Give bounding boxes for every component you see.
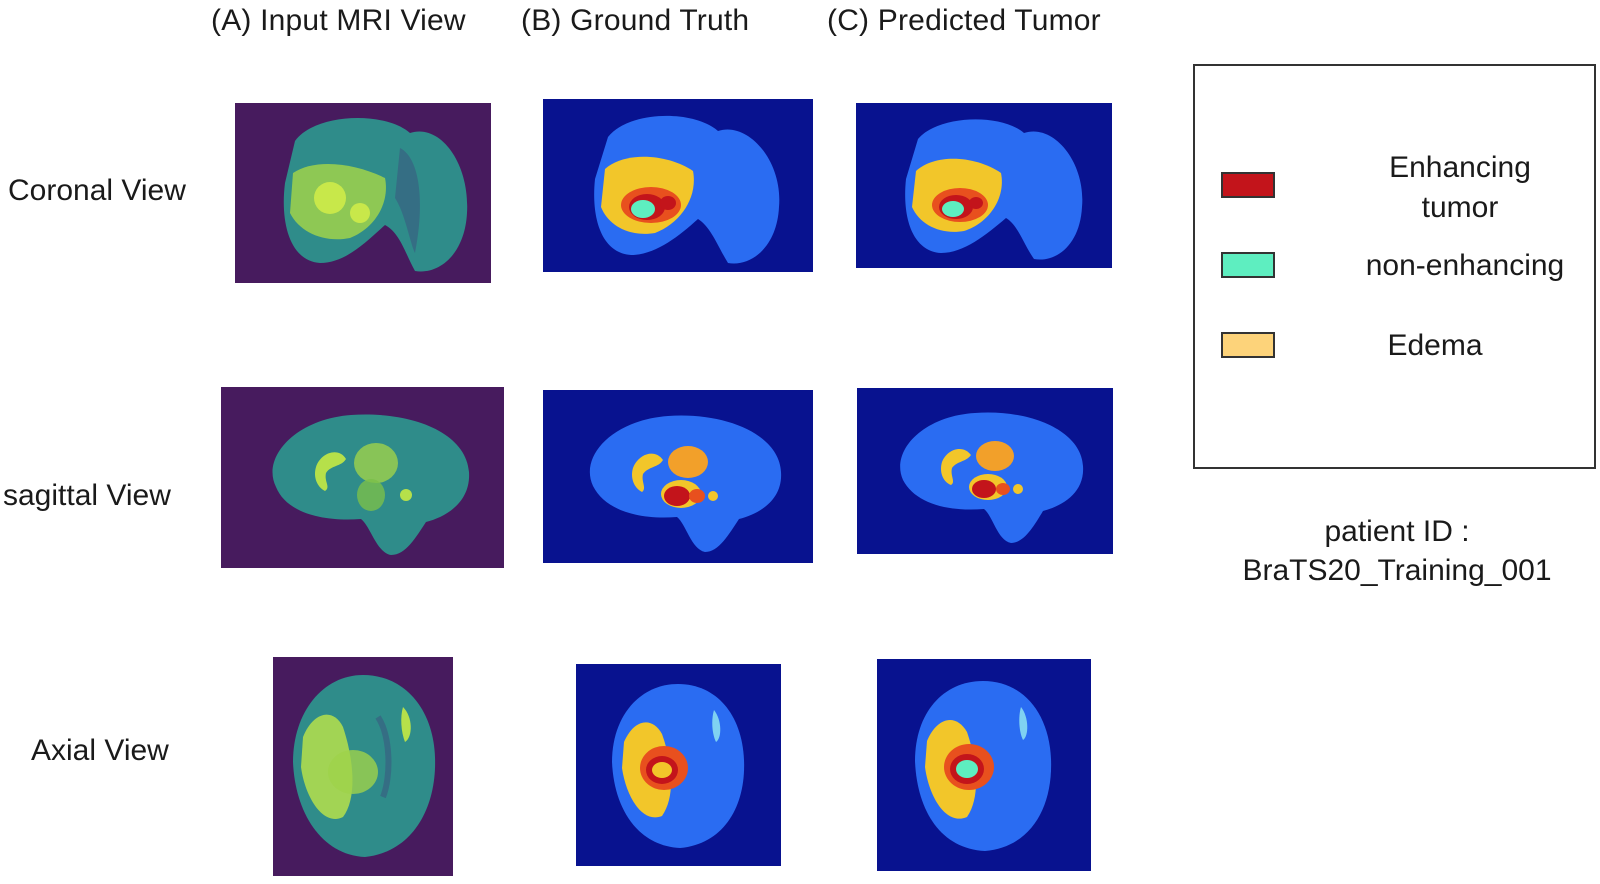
legend-label-enhancing-line1: Enhancing: [1389, 151, 1531, 184]
patient-id-label: patient ID :: [1324, 515, 1470, 548]
row-label-axial: Axial View: [31, 734, 169, 767]
legend-swatch-non-enhancing: [1221, 252, 1275, 278]
mri-coronal-image: [235, 103, 491, 283]
ground-truth-sagittal-image: [543, 390, 813, 563]
mri-sagittal-image: [221, 387, 504, 568]
legend-box: Enhancing tumor non-enhancing Edema: [1193, 64, 1596, 469]
row-label-coronal: Coronal View: [8, 174, 186, 207]
column-header-predicted-tumor: (C) Predicted Tumor: [827, 4, 1101, 37]
legend-swatch-enhancing: [1221, 172, 1275, 198]
predicted-sagittal-image: [857, 388, 1113, 554]
predicted-coronal-image: [856, 103, 1112, 268]
legend-label-non-enhancing: non-enhancing: [1365, 249, 1565, 282]
row-label-sagittal: sagittal View: [3, 479, 171, 512]
predicted-axial-image: [877, 659, 1091, 871]
column-header-input-mri: (A) Input MRI View: [211, 4, 466, 37]
legend-swatch-edema: [1221, 332, 1275, 358]
legend-label-edema: Edema: [1387, 329, 1483, 362]
ground-truth-coronal-image: [543, 99, 813, 272]
legend-label-enhancing-line2: tumor: [1421, 191, 1499, 224]
patient-id-value: BraTS20_Training_001: [1242, 554, 1552, 587]
ground-truth-axial-image: [576, 664, 781, 866]
column-header-ground-truth: (B) Ground Truth: [521, 4, 750, 37]
mri-axial-image: [273, 657, 453, 876]
